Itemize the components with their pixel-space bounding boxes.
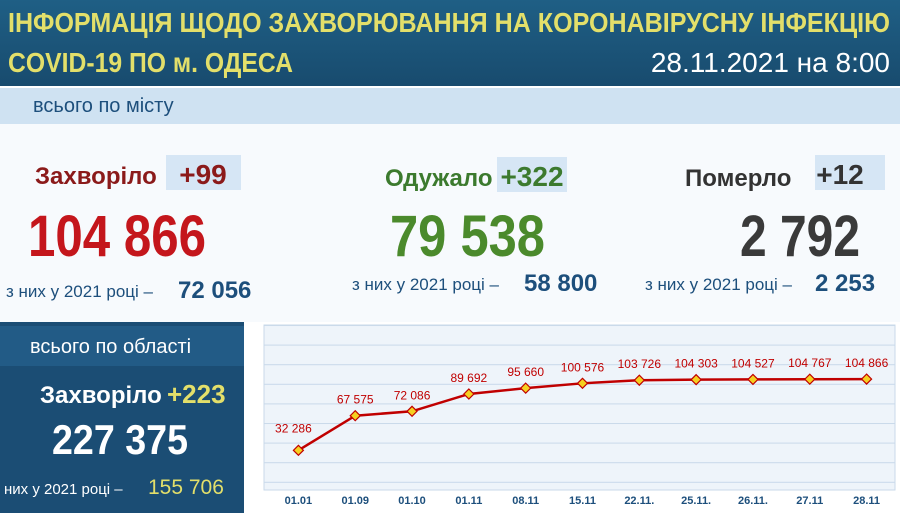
value-label: 104 527 (731, 356, 775, 370)
year-value: 58 800 (524, 270, 597, 297)
x-tick-label: 26.11. (738, 495, 768, 507)
stat-name: Одужало (385, 165, 492, 192)
total: 104 866 (28, 204, 206, 269)
delta-box (815, 155, 885, 190)
value-label: 104 866 (845, 356, 889, 370)
marker (690, 373, 702, 386)
delta: +12 (816, 159, 864, 190)
year-value: 2 253 (815, 270, 875, 297)
marker (747, 373, 759, 386)
x-tick-label: 08.11 (512, 495, 539, 507)
value-label: 100 576 (561, 360, 605, 374)
year-label: з них у 2021 році – (352, 275, 500, 294)
date: 28.11.2021 на 8:00 (651, 47, 890, 78)
value-label: 104 767 (788, 356, 832, 370)
region-label: всього по області (30, 336, 191, 358)
x-tick-label: 27.11 (796, 495, 823, 507)
value-label: 104 303 (674, 357, 718, 371)
region-band (0, 326, 244, 366)
total: 2 792 (740, 204, 860, 269)
marker (519, 382, 532, 394)
delta-box (497, 157, 567, 192)
x-tick-label: 22.11. (624, 495, 654, 507)
subtitle: COVID-19 ПО м. ОДЕСА (8, 47, 293, 78)
marker (633, 374, 646, 387)
stat-name: Захворіло (35, 163, 157, 190)
band-bg (0, 88, 900, 124)
x-tick-label: 01.01 (285, 495, 313, 507)
total: 79 538 (390, 204, 545, 269)
delta-box (166, 155, 241, 190)
value-label: 32 286 (275, 421, 312, 435)
x-tick-label: 01.09 (341, 495, 369, 507)
header-bg (0, 0, 900, 86)
region-year-label: них у 2021 році – (4, 481, 123, 498)
value-label: 67 575 (337, 393, 374, 407)
delta: +322 (500, 161, 563, 192)
stats-bg (0, 124, 900, 322)
city-label: всього по місту (33, 95, 174, 117)
marker (292, 444, 305, 457)
region-year-value: 155 706 (148, 476, 224, 499)
stat-name: Померло (685, 165, 791, 192)
marker (576, 377, 589, 390)
value-label: 95 660 (507, 365, 544, 379)
value-label: 103 726 (618, 357, 662, 371)
marker (860, 373, 873, 385)
value-label: 72 086 (394, 388, 431, 402)
marker (803, 373, 816, 386)
delta: +99 (179, 159, 227, 190)
region-name: Захворіло (40, 382, 162, 409)
marker (463, 388, 475, 400)
year-value: 72 056 (178, 277, 251, 304)
year-label: з них у 2021 році – (645, 275, 793, 294)
x-tick-label: 15.11 (569, 495, 596, 507)
marker (406, 405, 418, 418)
marker (349, 409, 362, 422)
value-label: 89 692 (451, 371, 488, 385)
x-tick-label: 28.11 (853, 495, 880, 507)
region-total: 227 375 (52, 416, 188, 463)
year-label: з них у 2021 році – (6, 282, 154, 301)
x-tick-label: 01.11 (455, 495, 482, 507)
title: ІНФОРМАЦІЯ ЩОДО ЗАХВОРЮВАННЯ НА КОРОНАВІ… (8, 7, 890, 38)
x-tick-label: 25.11. (681, 495, 711, 507)
region-delta: +223 (167, 379, 226, 409)
plot-area (263, 324, 896, 491)
line-chart: 01.01 01.09 01.10 01.11 08.11 15.11 22.11. 25.1… (275, 356, 889, 507)
x-tick-label: 01.10 (398, 495, 426, 507)
